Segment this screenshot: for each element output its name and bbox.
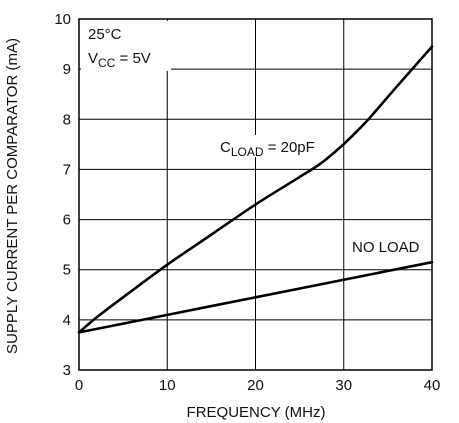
x-tick-label: 30 — [335, 377, 352, 394]
x-tick-label: 20 — [247, 377, 264, 394]
conditions-temperature: 25°C — [88, 26, 122, 43]
tick-layer: 0 10 20 30 40 3 4 5 6 7 8 9 10 — [54, 11, 440, 394]
x-axis-label: FREQUENCY (MHz) — [187, 404, 326, 421]
x-tick-label: 40 — [424, 377, 441, 394]
conditions-box-bg — [81, 21, 171, 71]
plot-frame — [78, 18, 433, 371]
conditions-vcc: VCC = 5V — [88, 50, 151, 70]
y-tick-label: 3 — [63, 362, 71, 379]
cload-label: CLOAD = 20pF — [220, 139, 315, 159]
vcc-subscript: CC — [98, 56, 116, 70]
grid-layer — [78, 18, 433, 371]
x-tick-label: 10 — [159, 377, 176, 394]
y-tick-label: 5 — [63, 262, 71, 279]
vcc-main: V — [88, 50, 98, 67]
x-tick-label: 0 — [75, 377, 83, 394]
cload-label-bg — [218, 135, 326, 157]
series-layer — [77, 45, 434, 334]
noload-label: NO LOAD — [352, 239, 420, 256]
y-tick-label: 8 — [63, 111, 71, 128]
series-line-cload — [77, 45, 434, 334]
vcc-value: = 5V — [115, 50, 150, 67]
series-line-noload — [77, 260, 434, 334]
y-tick-label: 7 — [63, 161, 71, 178]
cload-value: = 20pF — [264, 139, 315, 156]
y-tick-label: 4 — [63, 312, 71, 329]
y-tick-label: 6 — [63, 212, 71, 229]
y-tick-label: 9 — [63, 61, 71, 78]
cload-subscript: LOAD — [231, 145, 264, 159]
y-tick-label: 10 — [54, 11, 71, 28]
cload-main: C — [220, 139, 231, 156]
y-axis-label: SUPPLY CURRENT PER COMPARATOR (mA) — [4, 38, 21, 354]
